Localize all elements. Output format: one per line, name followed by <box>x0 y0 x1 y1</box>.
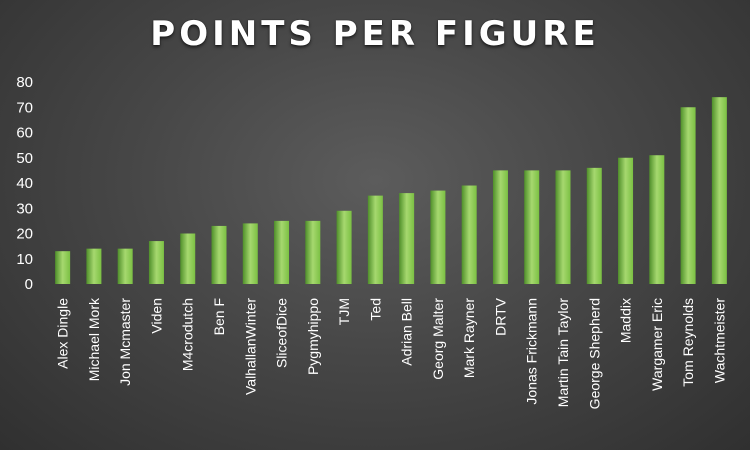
bar <box>492 170 508 284</box>
bar <box>180 233 196 284</box>
category-label: Mark Rayner <box>461 298 477 378</box>
y-tick-label: 80 <box>16 74 33 91</box>
bar <box>618 157 634 284</box>
bar <box>524 170 540 284</box>
y-tick-label: 20 <box>16 226 33 243</box>
category-label: TJM <box>336 298 352 325</box>
bar <box>586 167 602 284</box>
category-label: SliceofDice <box>274 298 290 368</box>
category-label: Jon Mcmaster <box>117 298 133 386</box>
y-axis: 0 10 20 30 40 50 60 70 80 <box>16 74 33 293</box>
bar <box>274 220 290 284</box>
category-label: Wargamer Eric <box>649 298 665 391</box>
bar <box>55 251 71 284</box>
bar <box>555 170 571 284</box>
bar <box>117 248 133 284</box>
category-label: Michael Mork <box>86 297 102 381</box>
bar <box>242 223 258 284</box>
category-label: Ted <box>367 298 383 321</box>
category-label: Pygmyhippo <box>305 298 321 375</box>
bar <box>461 185 477 284</box>
category-label: ValhallanWinter <box>242 298 258 395</box>
bar <box>336 210 352 284</box>
bar <box>399 193 415 284</box>
category-label: Wachtmeister <box>711 298 727 383</box>
y-tick-label: 60 <box>16 125 33 142</box>
bar <box>430 190 446 284</box>
y-tick-label: 40 <box>16 175 33 192</box>
bar <box>649 155 665 284</box>
category-label: Viden <box>148 298 164 334</box>
y-tick-label: 70 <box>16 99 33 116</box>
category-label: Alex Dingle <box>55 298 71 369</box>
y-tick-label: 10 <box>16 251 33 268</box>
category-label: Georg Malter <box>430 298 446 380</box>
category-label: Jonas Frickmann <box>524 298 540 405</box>
bar <box>148 241 164 284</box>
bar <box>211 225 227 284</box>
category-label: Maddix <box>618 298 634 343</box>
chart-title: Points per Figure <box>150 14 600 54</box>
y-tick-label: 30 <box>16 200 33 217</box>
category-label: DRTV <box>492 297 508 336</box>
bar <box>305 220 321 284</box>
category-label: M4crodutch <box>180 298 196 371</box>
category-label: Martin Tain Taylor <box>555 298 571 408</box>
bar <box>711 97 727 285</box>
category-label: Ben F <box>211 298 227 335</box>
category-label: Adrian Bell <box>399 298 415 366</box>
category-label: George Shepherd <box>586 298 602 409</box>
bar <box>367 195 383 284</box>
bar <box>86 248 102 284</box>
bar <box>680 107 696 284</box>
category-label: Tom Reynolds <box>680 298 696 387</box>
y-tick-label: 50 <box>16 150 33 167</box>
bars-group <box>55 97 727 285</box>
x-axis: Alex Dingle Michael Mork Jon Mcmaster Viden… <box>55 297 728 409</box>
y-tick-label: 0 <box>25 276 33 293</box>
